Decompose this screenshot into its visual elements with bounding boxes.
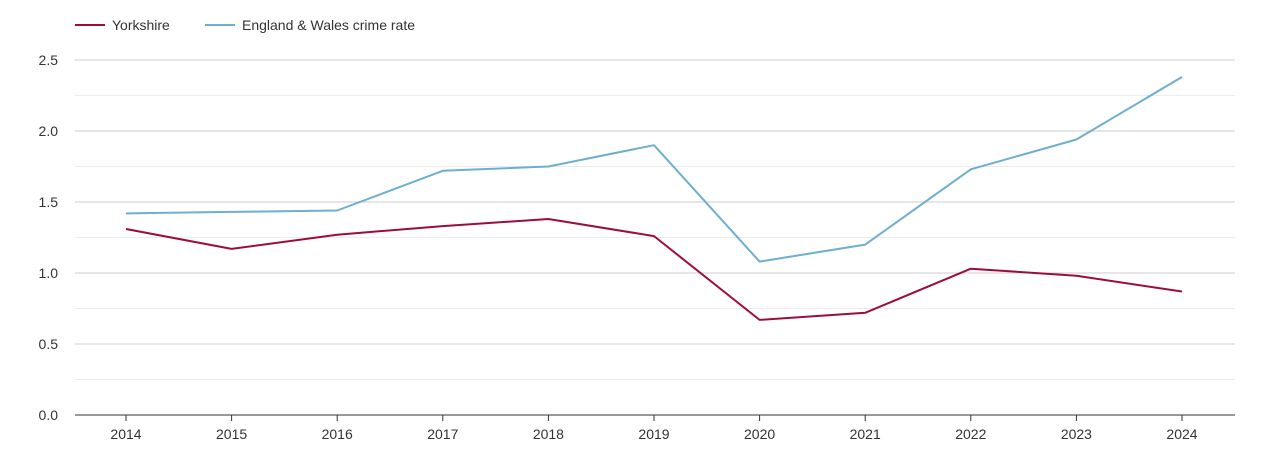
y-tick-label: 1.5 [39,194,59,210]
axes: 0.0 0.5 1.0 1.5 2.0 2.5 2014 2015 2016 2017 2018 20… [39,52,1235,442]
series-line-yorkshire [125,218,1183,321]
y-tick-label: 0.0 [39,407,59,423]
x-tick-label: 2020 [744,426,775,442]
series-line-england-wales-crime-rate [125,76,1183,263]
x-tick-label: 2021 [850,426,881,442]
y-tick-label: 1.0 [39,265,59,281]
legend-item-yorkshire[interactable]: Yorkshire [75,17,170,33]
x-tick-label: 2014 [110,426,141,442]
y-tick-label: 0.5 [39,336,59,352]
series-lines [125,76,1183,321]
x-tick-label: 2016 [322,426,353,442]
x-tick-label: 2017 [427,426,458,442]
legend-item-england-wales[interactable]: England & Wales crime rate [205,17,415,33]
x-tick-label: 2019 [638,426,669,442]
y-tick-label: 2.5 [39,52,59,68]
grid-lines [75,59,1235,380]
x-tick-label: 2024 [1166,426,1197,442]
x-tick-label: 2018 [533,426,564,442]
legend: Yorkshire England & Wales crime rate [75,17,415,33]
x-tick-label: 2022 [955,426,986,442]
legend-label-yorkshire: Yorkshire [112,17,170,33]
y-tick-label: 2.0 [39,123,59,139]
x-tick-label: 2023 [1061,426,1092,442]
legend-label-england-wales: England & Wales crime rate [242,17,415,33]
x-tick-label: 2015 [216,426,247,442]
